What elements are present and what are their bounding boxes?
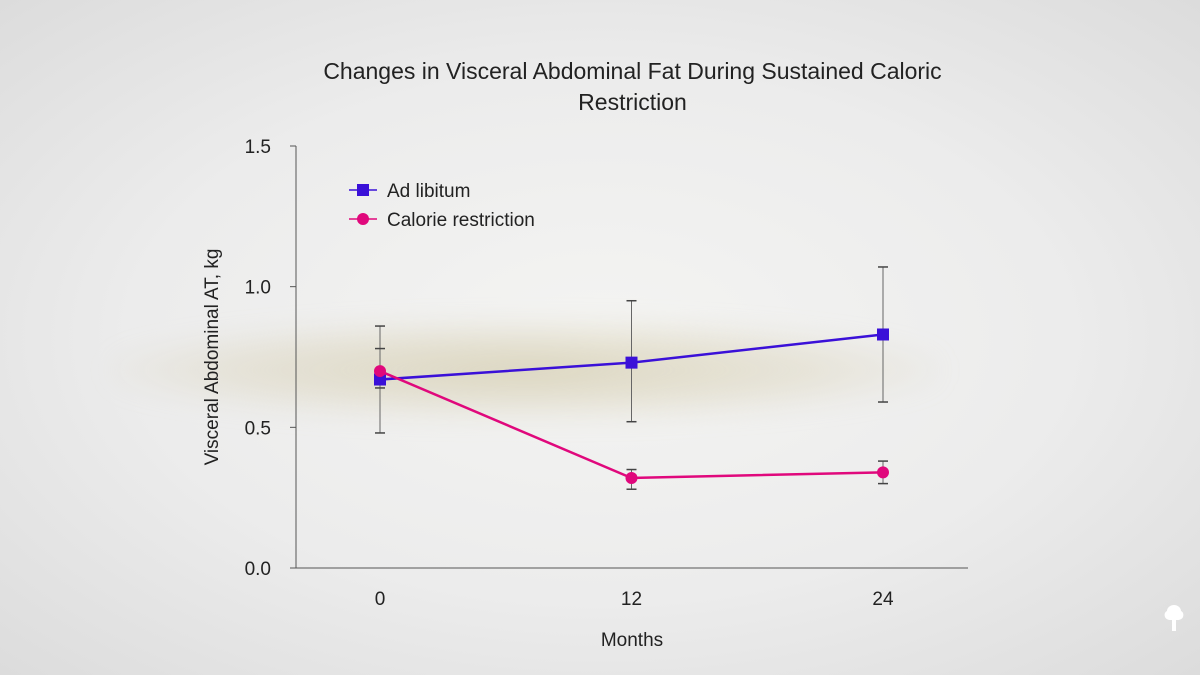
data-point <box>877 466 889 479</box>
y-tick-label: 1.5 <box>245 137 271 158</box>
legend-label: Calorie restriction <box>387 210 535 231</box>
data-point <box>374 365 386 378</box>
x-tick-label: 0 <box>375 589 386 610</box>
data-point <box>625 471 638 484</box>
y-axis-label: Visceral Abdominal AT, kg <box>202 249 223 466</box>
x-axis-label: Months <box>601 630 663 651</box>
data-point <box>625 356 638 369</box>
data-point <box>877 328 889 341</box>
y-tick-label: 0.0 <box>245 559 271 580</box>
y-tick-label: 0.5 <box>245 418 271 439</box>
x-tick-label: 12 <box>621 589 642 610</box>
legend-label: Ad libitum <box>387 181 470 202</box>
legend-marker <box>357 184 369 196</box>
data-point <box>374 373 386 386</box>
legend-marker <box>357 213 369 225</box>
y-tick-label: 1.0 <box>245 278 271 299</box>
chart-title: Changes in Visceral Abdominal Fat During… <box>323 58 942 115</box>
x-tick-label: 24 <box>872 589 894 610</box>
